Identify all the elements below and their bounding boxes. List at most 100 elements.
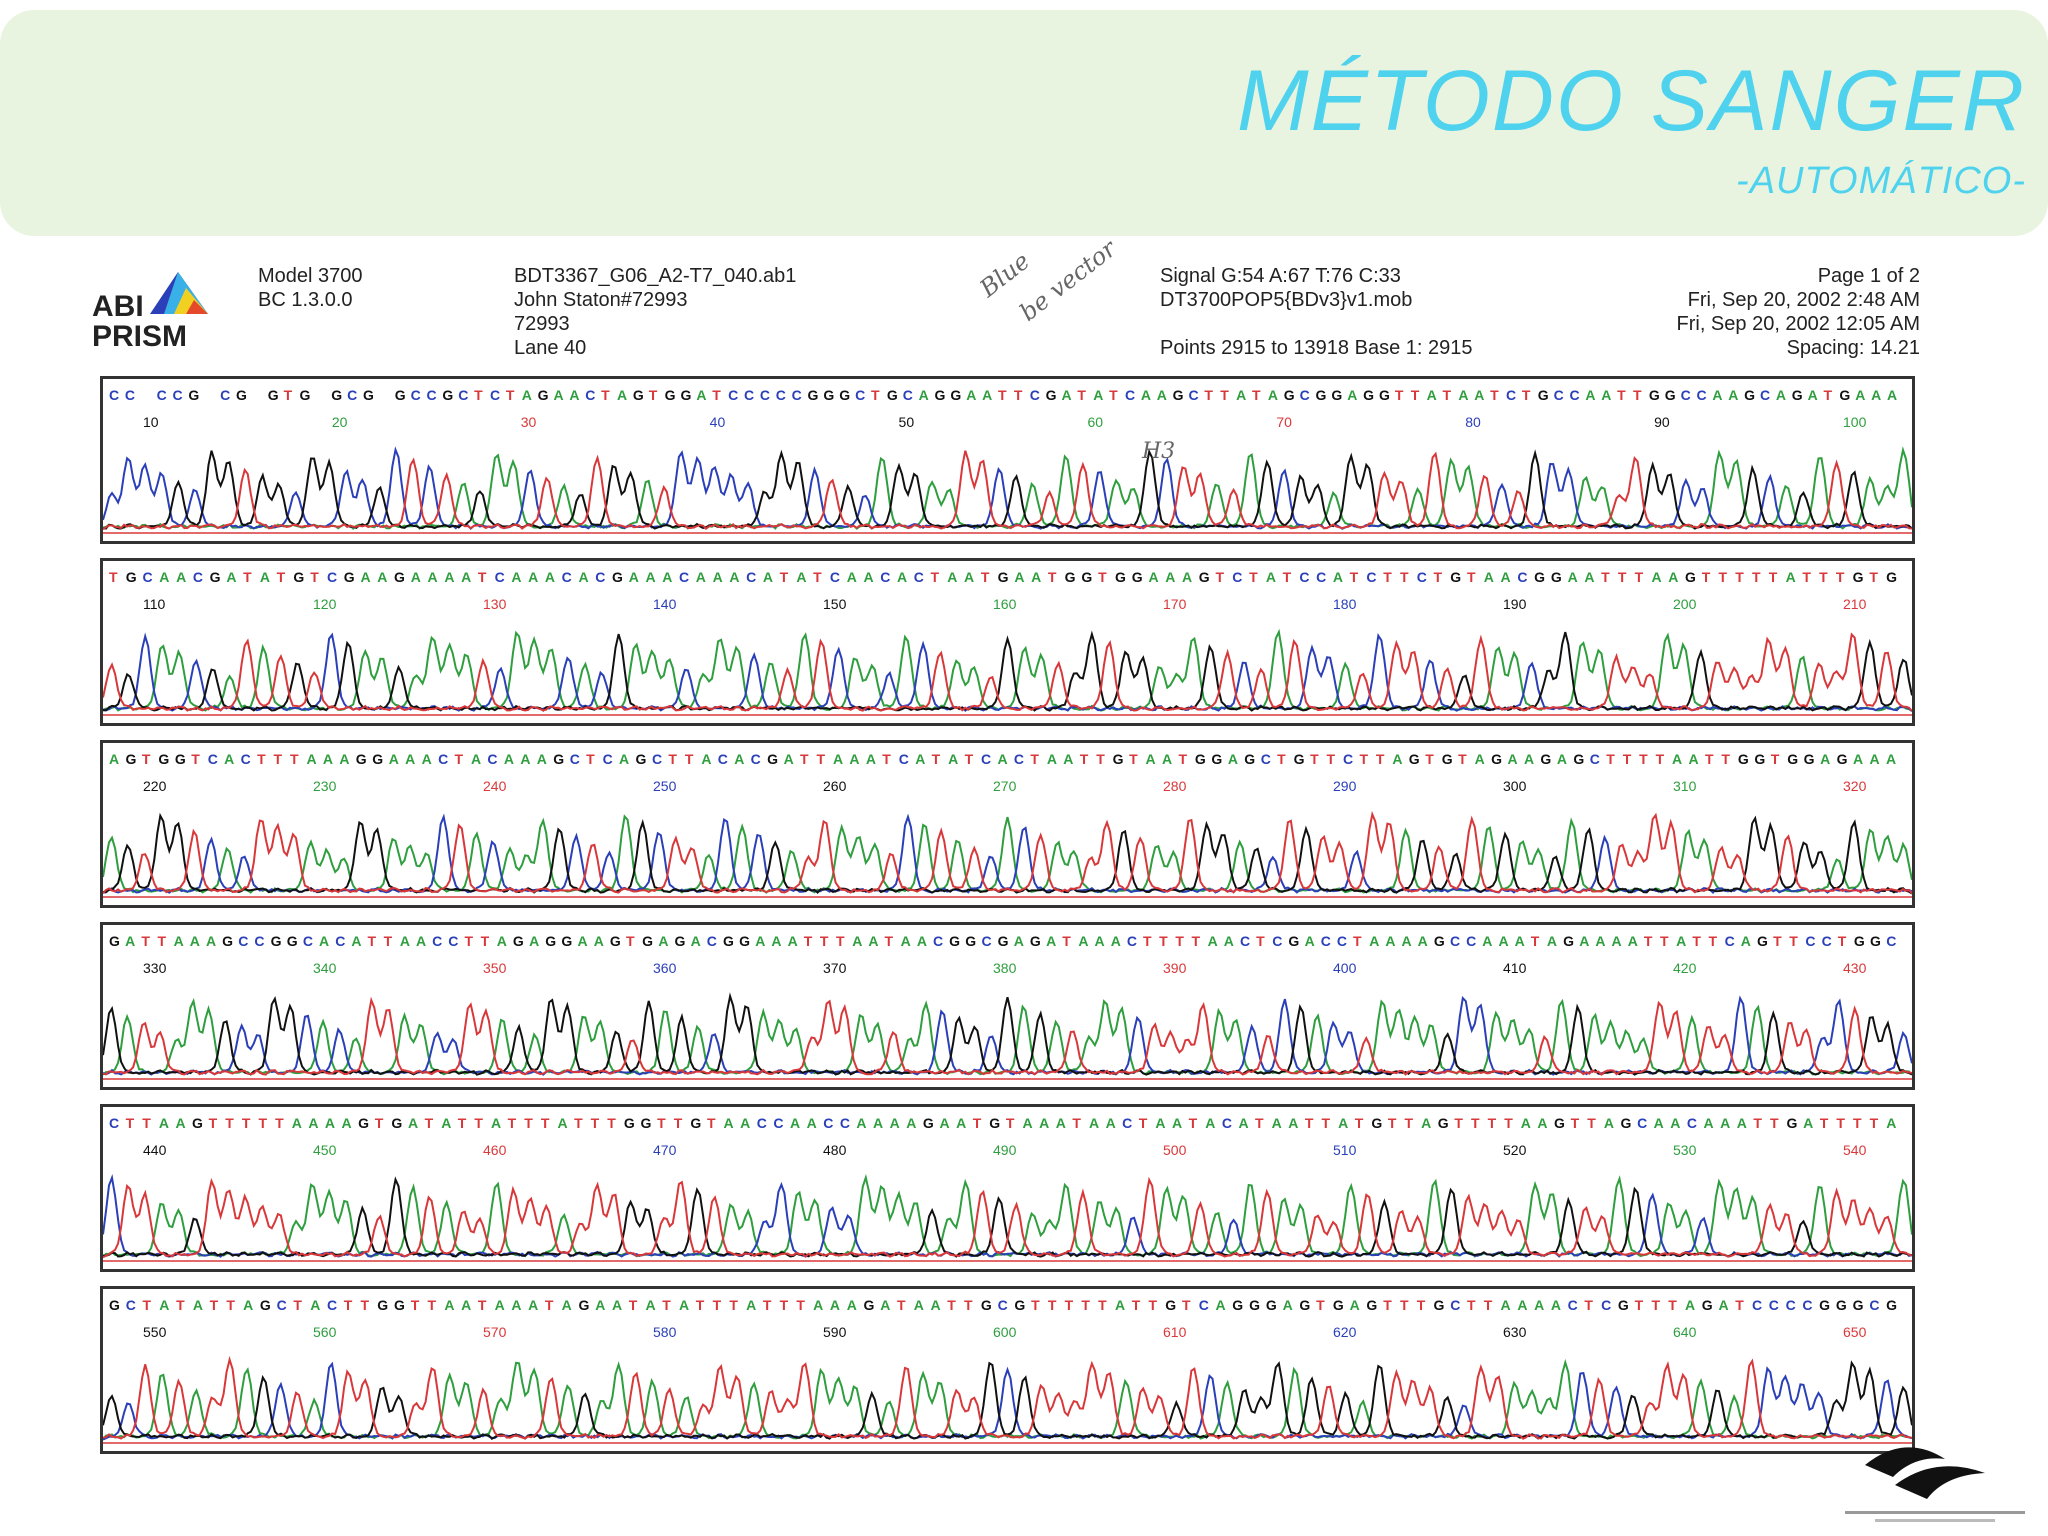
tick-label: 460 xyxy=(483,1142,507,1158)
tick-label: 240 xyxy=(483,778,507,794)
annotation-line-2: be vector xyxy=(1014,238,1122,327)
tick-label: 650 xyxy=(1843,1324,1867,1340)
tick-label: 140 xyxy=(653,596,677,612)
mobility-file: DT3700POP5{BDv3}v1.mob xyxy=(1160,289,1413,311)
tick-label: 350 xyxy=(483,960,507,976)
trace-g xyxy=(103,448,1912,530)
tick-label: 60 xyxy=(1087,414,1103,430)
chromatogram: 550 560 570 580 590 600 610 620 630 640 650 xyxy=(103,1324,1912,1444)
sample-file: BDT3367_G06_A2-T7_040.ab1 xyxy=(514,265,797,287)
tick-label: 50 xyxy=(899,414,915,430)
tick-label: 630 xyxy=(1503,1324,1527,1340)
points-label: Points 2915 to 13918 Base 1: 2915 xyxy=(1160,337,1473,359)
tick-label: 180 xyxy=(1333,596,1357,612)
sample-info: BDT3367_G06_A2-T7_040.ab1 John Staton#72… xyxy=(514,264,796,360)
tick-label: 10 xyxy=(143,414,159,430)
sample-owner: John Staton#72993 xyxy=(514,289,688,311)
trace-g xyxy=(103,992,1912,1076)
tick-label: 360 xyxy=(653,960,677,976)
tick-label: 530 xyxy=(1673,1142,1697,1158)
basecaller-label: BC 1.3.0.0 xyxy=(258,289,353,311)
tick-label: 450 xyxy=(313,1142,337,1158)
signal-info: Signal G:54 A:67 T:76 C:33 DT3700POP5{BD… xyxy=(1160,264,1412,312)
tick-label: 40 xyxy=(710,414,726,430)
trace-t xyxy=(103,1176,1912,1259)
tick-label: 90 xyxy=(1654,414,1670,430)
tick-label: 570 xyxy=(483,1324,507,1340)
tick-label: 30 xyxy=(521,414,537,430)
tick-label: 520 xyxy=(1503,1142,1527,1158)
tick-label: 160 xyxy=(993,596,1017,612)
slide-subtitle: -AUTOMÁTICO- xyxy=(1736,160,2026,202)
instrument-info: Model 3700 BC 1.3.0.0 xyxy=(258,264,363,312)
tick-label: 550 xyxy=(143,1324,167,1340)
trace-c xyxy=(103,1361,1912,1441)
trace-c xyxy=(103,632,1912,712)
chromatogram: 10 20 30 40 50 60 70 80 90 100 xyxy=(103,414,1912,534)
institution-logo xyxy=(1845,1447,2025,1522)
tick-label: 440 xyxy=(143,1142,167,1158)
title-banner: MÉTODO SANGER -AUTOMÁTICO- xyxy=(0,10,2048,236)
tick-label: 340 xyxy=(313,960,337,976)
annotation-mark: H3 xyxy=(1142,439,1176,464)
tick-label: 100 xyxy=(1843,414,1867,430)
tick-label: 110 xyxy=(143,596,166,612)
tick-label: 610 xyxy=(1163,1324,1187,1340)
tick-label: 280 xyxy=(1163,778,1187,794)
tick-label: 250 xyxy=(653,778,677,794)
tick-label: 580 xyxy=(653,1324,677,1340)
tick-label: 430 xyxy=(1843,960,1867,976)
tick-label: 410 xyxy=(1503,960,1527,976)
page-info: Page 1 of 2 Fri, Sep 20, 2002 2:48 AM Fr… xyxy=(1677,264,1921,360)
lane-label: Lane 40 xyxy=(514,337,587,359)
tick-label: 70 xyxy=(1276,414,1292,430)
tick-label: 130 xyxy=(483,596,507,612)
signal-values: Signal G:54 A:67 T:76 C:33 xyxy=(1160,265,1401,287)
handwritten-annotation: Blue be vector xyxy=(980,238,1123,327)
tick-label: 400 xyxy=(1333,960,1357,976)
tick-label: 500 xyxy=(1163,1142,1187,1158)
tick-label: 590 xyxy=(823,1324,847,1340)
date-one: Fri, Sep 20, 2002 2:48 AM xyxy=(1687,289,1920,311)
tick-label: 290 xyxy=(1333,778,1357,794)
tick-label: 310 xyxy=(1673,778,1697,794)
tick-label: 490 xyxy=(993,1142,1017,1158)
tick-label: 260 xyxy=(823,778,847,794)
trace-g xyxy=(103,1176,1912,1258)
trace-t xyxy=(103,450,1912,531)
tick-label: 170 xyxy=(1163,596,1187,612)
chromatogram: 440 450 460 470 480 490 500 510 520 530 540 xyxy=(103,1142,1912,1262)
logo-text-abi: ABI xyxy=(92,290,144,323)
trace-t xyxy=(103,996,1912,1076)
trace-g xyxy=(103,630,1912,712)
tick-label: 300 xyxy=(1503,778,1527,794)
date-two: Fri, Sep 20, 2002 12:05 AM xyxy=(1676,313,1921,335)
logo-text-prism: PRISM xyxy=(92,320,187,353)
chromatogram: 330 340 350 360 370 380 390 400 410 420 430 xyxy=(103,960,1912,1080)
model-label: Model 3700 xyxy=(258,265,363,287)
trace-t xyxy=(103,632,1912,712)
tick-label: 200 xyxy=(1673,596,1697,612)
chromatogram: 220 230 240 250 260 270 280 290 300 310 320 xyxy=(103,778,1912,898)
tick-label: 270 xyxy=(993,778,1017,794)
trace-t xyxy=(103,1355,1912,1440)
tick-label: 380 xyxy=(993,960,1017,976)
tick-label: 80 xyxy=(1465,414,1481,430)
tick-label: 230 xyxy=(313,778,337,794)
tick-label: 420 xyxy=(1673,960,1697,976)
tick-label: 150 xyxy=(823,596,847,612)
spacing-label: Spacing: 14.21 xyxy=(1786,337,1920,359)
trace-a xyxy=(103,628,1912,712)
tick-label: 20 xyxy=(332,414,348,430)
tick-label: 370 xyxy=(823,960,847,976)
